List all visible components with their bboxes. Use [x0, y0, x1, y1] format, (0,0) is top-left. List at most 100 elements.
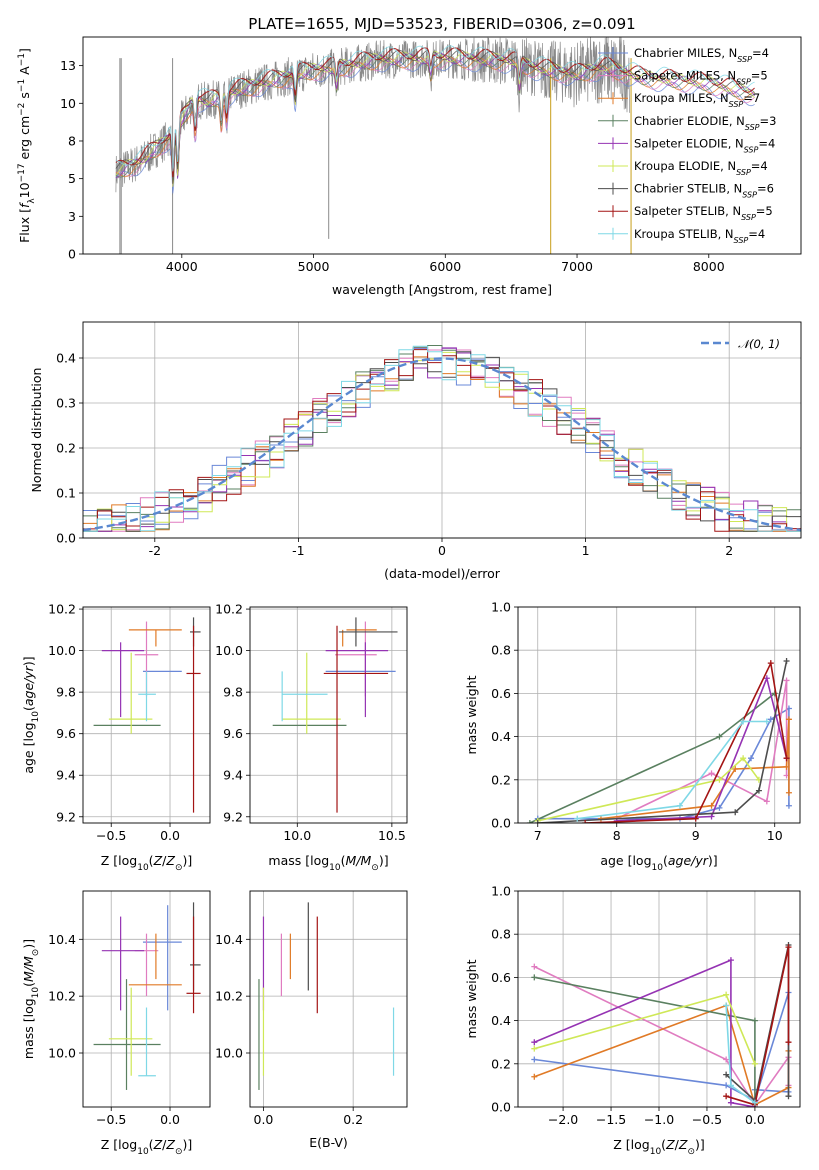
mass-weight-marker: [783, 763, 790, 770]
histogram-kroupa-stelib: [83, 345, 801, 532]
legend-label: Chabrier MILES, N: [634, 46, 737, 60]
y-tick-label: 0.1: [56, 486, 76, 501]
mass-weight-marker: [534, 820, 541, 823]
x-tick-label: −0.5: [96, 828, 126, 843]
mass-weight-marker: [785, 789, 792, 796]
y-tick-label: 0.4: [56, 351, 76, 366]
axes-frame: [82, 36, 802, 255]
legend-sub: SSP: [742, 190, 757, 199]
y-axis-label: mass [log10(M/M⊙)]: [21, 939, 41, 1059]
y-axis-label: Flux [fλ10−17 erg cm−2 s−1 A−1]: [17, 48, 37, 243]
y-tick-label: 0.0: [56, 531, 76, 546]
mass-weight-line-chabrier-elodie: [529, 692, 776, 823]
legend-count: =4: [752, 46, 769, 60]
axes-frame: [249, 890, 408, 1108]
label-part: Z: [153, 1137, 163, 1152]
legend-sub: SSP: [736, 168, 751, 177]
mass-weight-marker: [676, 802, 683, 809]
mass-weight-marker: [732, 809, 739, 816]
label-part: )]: [21, 939, 36, 949]
legend-count: =4: [748, 227, 765, 241]
legend-entry: Salpeter STELIB, NSSP=5: [634, 204, 773, 222]
x-axis-label: (data-model)/error: [384, 566, 501, 581]
y-tick-label: 3: [68, 209, 76, 224]
label-part: mass [log: [268, 853, 329, 868]
legend-entry: Chabrier ELODIE, NSSP=3: [634, 114, 776, 132]
label-part: λ: [27, 198, 37, 204]
axes-frame: [82, 606, 211, 824]
legend-label: Chabrier STELIB, N: [634, 182, 742, 196]
label-part: s: [17, 92, 32, 103]
mass-weight-marker: [767, 660, 774, 667]
plot-area: [531, 942, 792, 1107]
y-tick-label: 10.0: [48, 1046, 76, 1061]
label-part: E(B-V): [309, 1135, 348, 1150]
label-part: A: [17, 66, 32, 79]
x-tick-label: −0.5: [96, 1112, 126, 1127]
mass-weight-line-salpeter-stelib: [725, 947, 790, 1106]
y-tick-label: 9.2: [56, 809, 76, 824]
x-axis-label: mass [log10(M/M⊙)]: [268, 853, 388, 873]
label-part: (data-model)/error: [384, 566, 501, 581]
label-part: 10: [652, 863, 664, 873]
x-tick-label: 10.0: [283, 828, 311, 843]
x-axis-label: wavelength [Angstrom, rest frame]: [332, 282, 552, 297]
y-tick-label: 10.0: [215, 1046, 243, 1061]
mass-weight-marker: [785, 802, 792, 809]
y-tick-label: 9.8: [223, 685, 243, 700]
mass-weight-marker: [708, 770, 715, 777]
massweight-vs-metallicity-panel: −2.0 −1.5 −1.0 −0.5 0.0 0.0 0.2 0.4 0.6 0.8 1.0 Z […: [464, 884, 801, 1157]
plot-area: [93, 902, 201, 1090]
x-tick-label: 10: [767, 828, 783, 843]
label-part: mass weight: [464, 675, 479, 754]
axes-frame: [82, 890, 211, 1108]
mass-weight-marker: [723, 1056, 730, 1063]
y-tick-label: 0.2: [56, 441, 76, 456]
x-tick-label: −0.5: [692, 1112, 722, 1127]
label-part: (: [341, 853, 346, 868]
legend-sub: SSP: [744, 145, 759, 154]
label-part: )]: [182, 853, 192, 868]
label-part: 10: [31, 987, 41, 999]
x-tick-label: 7: [534, 828, 542, 843]
label-part: M/M: [346, 853, 372, 868]
legend-entry: Chabrier STELIB, NSSP=6: [634, 182, 774, 200]
mass-weight-marker: [716, 804, 723, 811]
mass-weight-marker: [755, 787, 762, 794]
normal-reference-curve: [83, 357, 801, 532]
y-tick-label: 0.6: [491, 686, 511, 701]
mass-weight-marker: [723, 991, 730, 998]
legend-label: Kroupa STELIB, N: [634, 227, 734, 241]
legend-count: =5: [751, 69, 768, 83]
legend-normal-label: 𝒩(0, 1): [738, 337, 780, 351]
label-part: )]: [182, 1137, 192, 1152]
y-axis-label: mass weight: [464, 675, 479, 754]
label-part: /: [675, 1137, 680, 1152]
label-part: age/yr: [668, 853, 709, 868]
y-tick-label: 10.4: [48, 932, 76, 947]
y-axis-label: age [log10(age/yr)]: [21, 656, 41, 773]
label-part: )]: [695, 1137, 705, 1152]
legend-sub: SSP: [741, 213, 756, 222]
label-part: Z [log: [613, 1137, 649, 1152]
label-part: Z: [165, 1137, 175, 1152]
legend-sub: SSP: [729, 100, 744, 109]
label-part: age [log: [600, 853, 651, 868]
label-part: (: [21, 706, 36, 711]
age-vs-metallicity-panel: −0.5 0.09.29.49.69.810.010.2Z [log10(Z/Z⊙…: [21, 602, 211, 873]
mass-weight-line-kroupa-elodie: [534, 993, 756, 1065]
chart-title: PLATE=1655, MJD=53523, FIBERID=0306, z=0…: [248, 15, 635, 33]
label-part: Flux [: [17, 208, 32, 243]
y-tick-label: 1.0: [491, 884, 511, 899]
mass-weight-marker: [716, 733, 723, 740]
spectrum-panel: 4000 5000 6000 7000 8000 0 3 5 8 10 13 Chabrier MIL…: [17, 36, 802, 297]
y-tick-label: 0.0: [491, 1100, 511, 1115]
mass-weight-line-salpeter-miles: [533, 965, 790, 1107]
mass-weight-marker: [751, 1060, 758, 1067]
mass-weight-line-salpeter-elodie: [533, 958, 756, 1107]
label-part: 10: [329, 863, 341, 873]
y-tick-label: 0.4: [491, 1013, 511, 1028]
label-part: )]: [21, 656, 36, 666]
